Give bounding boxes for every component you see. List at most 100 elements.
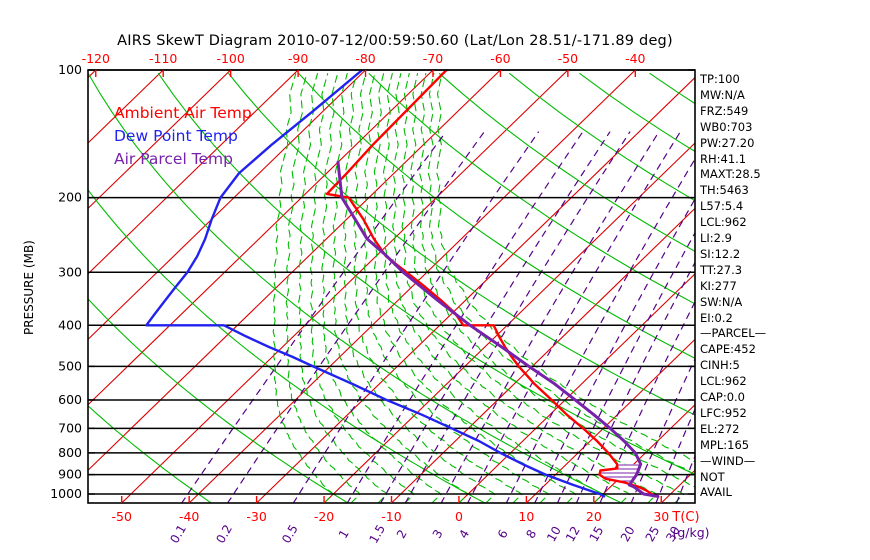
mixratio-label-2: 2 <box>394 527 410 541</box>
moist-adiabat-40 <box>427 73 695 475</box>
stat-item-19: LCL:962 <box>700 374 747 389</box>
top-xtick-label--110: -110 <box>149 51 177 66</box>
isotherm--20 <box>323 142 695 503</box>
isotherm--50 <box>121 70 569 503</box>
top-xtick-label--80: -80 <box>355 51 375 66</box>
mixing-ratio-0.1 <box>181 131 447 503</box>
xtick-label--40: -40 <box>179 509 199 524</box>
moist-adiabat-0 <box>332 73 469 503</box>
legend: Ambient Air Temp Dew Point Temp Air Parcel… <box>114 104 252 168</box>
moist-adiabat-16 <box>373 73 577 503</box>
ytick-label-400: 400 <box>58 317 82 332</box>
stat-item-26: AVAIL <box>700 485 732 500</box>
stat-item-3: WB0:703 <box>700 119 753 134</box>
moist-adiabat--16 <box>285 73 361 503</box>
dry-adiabat-140 <box>509 73 695 202</box>
stat-item-24: —WIND— <box>700 453 756 468</box>
sounding-curves <box>145 70 660 498</box>
isotherm--80 <box>88 70 367 341</box>
ytick-label-700: 700 <box>58 420 82 435</box>
isotherm--40 <box>188 70 636 503</box>
xtick-label-20: 20 <box>586 509 602 524</box>
isotherm--90 <box>88 70 299 275</box>
temp-axis-label: T(C) <box>671 510 699 525</box>
mixing-ratio-0.2 <box>227 131 485 503</box>
moist-adiabat--12 <box>298 73 388 503</box>
dry-adiabat-80 <box>298 73 695 359</box>
axis-ticks <box>88 69 695 503</box>
ytick-label-1000: 1000 <box>50 486 82 501</box>
mixing-ratio-1.5 <box>380 131 611 503</box>
mixratio-label-6: 6 <box>495 527 511 541</box>
ytick-label-200: 200 <box>58 190 82 205</box>
mixratio-label-4: 4 <box>456 527 472 541</box>
ytick-label-100: 100 <box>58 62 82 77</box>
mixratio-label-12: 12 <box>563 524 583 544</box>
isotherm-0 <box>458 273 695 503</box>
xtick-label--30: -30 <box>246 509 266 524</box>
top-xtick-label--50: -50 <box>558 51 578 66</box>
stat-item-20: CAP:0.0 <box>700 390 745 404</box>
mixing-ratio-6 <box>505 157 695 503</box>
stat-item-0: TP:100 <box>700 72 740 86</box>
stat-item-18: CINH:5 <box>700 358 740 373</box>
dewpoint-curve <box>145 70 606 498</box>
xtick-label--50: -50 <box>112 509 132 524</box>
dry-adiabat-220 <box>790 74 870 261</box>
dry-adiabat--40 <box>88 405 212 503</box>
mixratio-label-0.5: 0.5 <box>279 522 301 546</box>
top-xtick-label--100: -100 <box>216 51 244 66</box>
stat-item-2: FRZ:549 <box>700 103 749 118</box>
top-xtick-label--120: -120 <box>82 51 110 66</box>
mixing-ratio-0.5 <box>292 131 539 503</box>
moist-adiabat-12 <box>363 73 550 503</box>
mixratio-label-0.2: 0.2 <box>213 522 235 546</box>
mixing-ratio-3 <box>440 131 660 503</box>
mixing-ratio-2 <box>404 131 631 503</box>
mixratio-label-10: 10 <box>544 524 564 544</box>
stat-item-9: LCL:962 <box>700 215 747 230</box>
xtick-label-30: 30 <box>653 509 669 524</box>
stat-item-16: —PARCEL— <box>700 326 767 341</box>
stat-item-23: MPL:165 <box>700 437 750 452</box>
ambient-temp-curve <box>325 70 656 498</box>
mixratio-label-0.1: 0.1 <box>167 522 189 546</box>
isotherm--100 <box>88 70 232 210</box>
ytick-label-600: 600 <box>58 392 82 407</box>
isotherm--120 <box>88 70 97 79</box>
mixratio-label-1.5: 1.5 <box>366 522 388 546</box>
mixing-ratio-8 <box>534 197 695 503</box>
xtick-label-10: 10 <box>518 509 534 524</box>
mixratio-label-15: 15 <box>587 524 607 544</box>
isotherm-20 <box>593 404 695 503</box>
stat-item-7: TH:5463 <box>700 183 749 198</box>
stat-item-13: KI:277 <box>700 278 737 293</box>
legend-item-0: Ambient Air Temp <box>114 104 252 122</box>
stat-item-5: RH:41.1 <box>700 151 747 166</box>
stat-item-6: MAXT:28.5 <box>700 167 761 182</box>
isotherm--30 <box>256 76 695 503</box>
stat-item-21: LFC:952 <box>700 405 747 420</box>
stat-item-17: CAPE:452 <box>700 342 756 357</box>
chart-title: AIRS SkewT Diagram 2010-07-12/00:59:50.6… <box>117 33 673 49</box>
moist-adiabat-20 <box>382 73 604 503</box>
parcel-temp-curve <box>336 160 660 498</box>
mixing-ratio-4 <box>467 131 681 503</box>
dry-adiabat-60 <box>228 73 695 416</box>
isotherm--130 <box>0 70 28 503</box>
legend-item-2: Air Parcel Temp <box>114 150 233 168</box>
background-gridlines <box>0 70 870 503</box>
xtick-label--10: -10 <box>381 509 401 524</box>
mixratio-label-30: 30 <box>663 524 683 544</box>
top-xtick-label--60: -60 <box>490 51 510 66</box>
moist-adiabat-8 <box>353 73 523 503</box>
top-xtick-label--70: -70 <box>423 51 443 66</box>
stat-item-10: LI:2.9 <box>700 231 732 245</box>
ytick-label-300: 300 <box>58 264 82 279</box>
stat-item-14: SW:N/A <box>700 294 743 309</box>
moist-adiabat-24 <box>392 73 631 503</box>
isotherm-40 <box>729 70 870 503</box>
stat-item-12: TT:27.3 <box>700 262 743 277</box>
dry-adiabat--20 <box>88 298 349 503</box>
